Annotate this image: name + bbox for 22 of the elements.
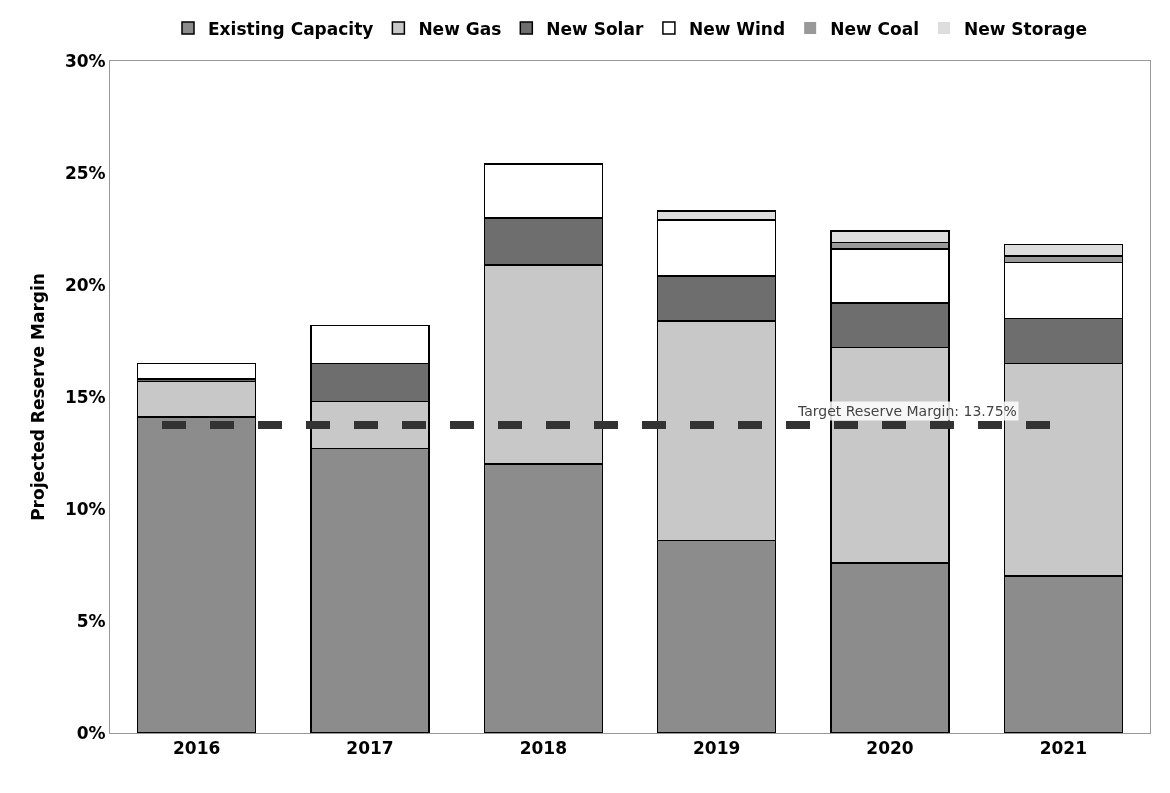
- y-tick-label: 15%: [64, 386, 106, 407]
- y-tick-label: 20%: [64, 274, 106, 295]
- x-tick-label: 2019: [693, 738, 741, 759]
- y-tick-label: 30%: [64, 50, 106, 71]
- legend-label: New Solar: [546, 18, 644, 39]
- y-axis-title: Projected Reserve Margin: [28, 273, 49, 521]
- legend-label: New Gas: [418, 18, 502, 39]
- x-tick-label: 2016: [173, 738, 221, 759]
- y-tick-label: 10%: [64, 498, 106, 519]
- legend-label: New Wind: [688, 18, 786, 39]
- y-tick-label: 5%: [76, 610, 106, 631]
- bar: [136, 362, 257, 380]
- x-tick-label: 2018: [519, 738, 567, 759]
- x-tick-label: 2017: [346, 738, 394, 759]
- x-tick-label: 2021: [1039, 738, 1087, 759]
- y-tick-label: 25%: [64, 162, 106, 183]
- y-tick-label: 0%: [76, 722, 106, 743]
- x-tick-label: 2020: [866, 738, 914, 759]
- legend-label: New Coal: [830, 18, 919, 39]
- legend-label: New Storage: [963, 18, 1087, 39]
- ref-line-label: Target Reserve Margin: 13.75%: [797, 403, 1017, 419]
- legend-label: Existing Capacity: [208, 18, 374, 39]
